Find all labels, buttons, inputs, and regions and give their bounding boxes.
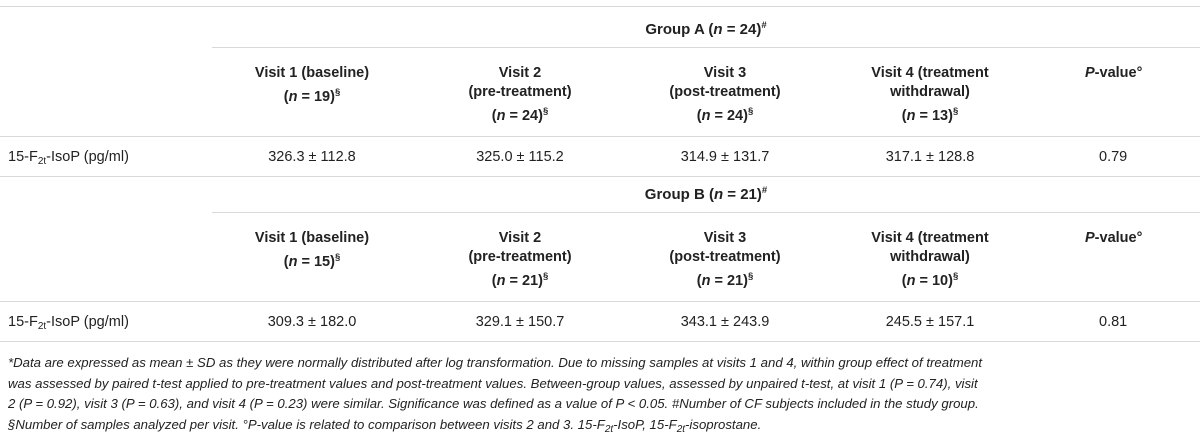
footnote-line-2: was assessed by paired t-test applied to… (8, 375, 978, 391)
group-b-header-pvalue: P-value° (1085, 230, 1143, 246)
group-a-title-rule (212, 47, 1200, 48)
group-a-value-visit-1: 326.3 ± 112.8 (268, 149, 356, 165)
group-b-header-visit-1: Visit 1 (baseline) (n = 15)§ (254, 230, 370, 270)
group-a-pvalue: 0.79 (1099, 149, 1128, 165)
table-bottom-rule (0, 341, 1200, 342)
group-a-title: Group A (n = 24)# (645, 20, 767, 38)
group-a-value-visit-2: 325.0 ± 115.2 (476, 149, 564, 165)
table-top-rule (0, 6, 1200, 7)
table-footnote: *Data are expressed as mean ± SD as they… (8, 353, 1193, 440)
group-a-row-rule (0, 176, 1200, 177)
group-b-title: Group B (n = 21)# (644, 185, 768, 203)
group-a-header-visit-1: Visit 1 (baseline) (n = 19)§ (254, 65, 370, 105)
group-a-header-visit-4: Visit 4 (treatment withdrawal) (n = 13)§ (871, 65, 989, 124)
group-b-header-visit-2: Visit 2 (pre-treatment) (n = 21)§ (468, 230, 572, 289)
group-b-value-visit-4: 245.5 ± 157.1 (885, 314, 975, 330)
group-b-row-label: 15-F2t-IsoP (pg/ml) (8, 314, 129, 332)
group-a-value-visit-3: 314.9 ± 131.7 (680, 149, 770, 165)
group-b-value-visit-1: 309.3 ± 182.0 (267, 314, 357, 330)
group-b-pvalue: 0.81 (1099, 314, 1128, 330)
group-a-header-visit-2: Visit 2 (pre-treatment) (n = 24)§ (468, 65, 572, 124)
group-a-header-pvalue: P-value° (1085, 65, 1143, 81)
group-b-header-visit-4: Visit 4 (treatment withdrawal) (n = 10)§ (871, 230, 989, 289)
group-b-value-visit-2: 329.1 ± 150.7 (475, 314, 565, 330)
group-b-title-rule (212, 212, 1200, 213)
footnote-line-4: §Number of samples analyzed per visit. °… (8, 416, 762, 435)
group-b-value-visit-3: 343.1 ± 243.9 (680, 314, 770, 330)
group-a-header-visit-3: Visit 3 (post-treatment) (n = 24)§ (669, 65, 781, 124)
footnote-line-1: *Data are expressed as mean ± SD as they… (8, 355, 983, 370)
group-b-header-visit-3: Visit 3 (post-treatment) (n = 21)§ (669, 230, 781, 289)
group-a-header-rule (0, 136, 1200, 137)
group-a-row-label: 15-F2t-IsoP (pg/ml) (8, 149, 129, 167)
group-b-header-rule (0, 301, 1200, 302)
footnote-line-3: 2 (P = 0.92), visit 3 (P = 0.63), and vi… (8, 396, 979, 411)
group-a-value-visit-4: 317.1 ± 128.8 (885, 149, 975, 165)
